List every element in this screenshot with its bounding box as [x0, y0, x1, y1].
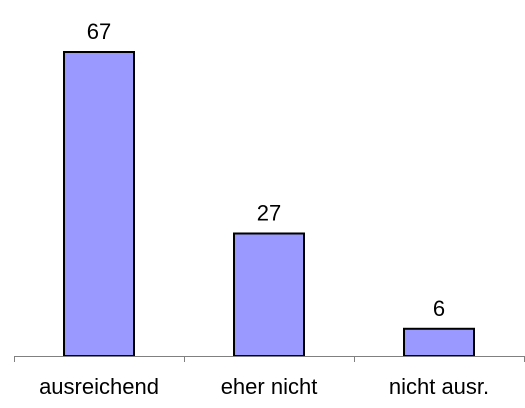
data-label-1: 27: [257, 200, 281, 225]
category-label-1: eher nicht: [221, 374, 318, 399]
bars-group: [63, 51, 475, 358]
category-label-0: ausreichend: [39, 374, 159, 399]
bar-0: [63, 51, 135, 357]
category-labels-group: ausreichend eher nicht nicht ausr.: [39, 374, 489, 399]
data-labels-group: 67 27 6: [87, 19, 445, 321]
data-label-2: 6: [433, 296, 445, 321]
data-label-0: 67: [87, 19, 111, 44]
bar-1: [233, 232, 305, 357]
bar-2: [403, 327, 475, 358]
category-label-2: nicht ausr.: [389, 374, 489, 399]
